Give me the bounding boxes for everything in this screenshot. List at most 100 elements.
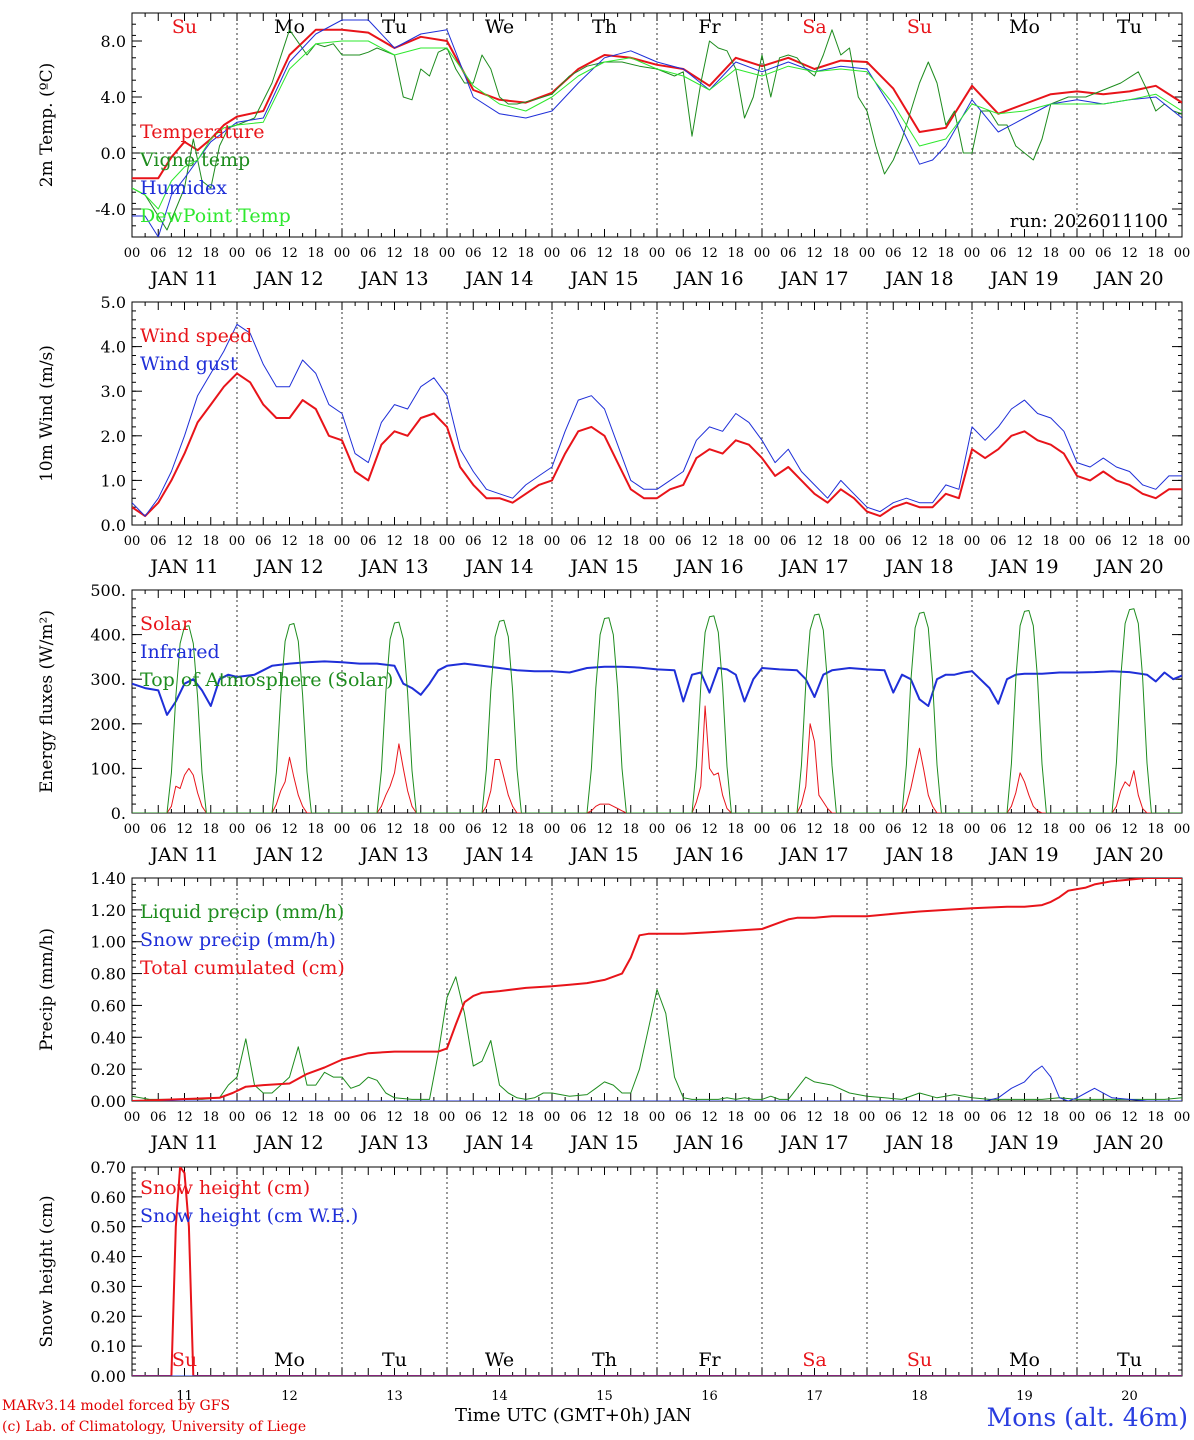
run-label: run: 2026011100 (1010, 211, 1168, 232)
hour-tick-label: 06 (570, 1110, 587, 1125)
hour-tick-label: 18 (937, 822, 954, 837)
hour-tick-label: 12 (281, 822, 298, 837)
y-tick-label: 1.40 (90, 869, 126, 888)
panel-4: 0.00 0.20 0.40 0.60 0.80 1.00 1.20 1.40 Precip (… (37, 869, 1190, 1154)
hour-tick-label: 06 (675, 1110, 692, 1125)
hour-tick-label: 00 (1069, 534, 1086, 549)
day-name-label: We (485, 1349, 514, 1371)
hour-tick-label: 00 (124, 534, 141, 549)
date-label: JAN 12 (253, 556, 323, 578)
series-line-total-cumulated-cm (132, 878, 1182, 1101)
hour-tick-label: 12 (281, 1110, 298, 1125)
day-name-label: Mo (274, 1349, 305, 1371)
hour-tick-label: 06 (990, 822, 1007, 837)
y-tick-label: 0.0 (101, 516, 126, 535)
series-line-wind-speed (132, 372, 1182, 518)
series-line-dewpoint-temp (132, 40, 1182, 210)
hour-tick-label: 18 (517, 1110, 534, 1125)
hour-tick-label: 06 (1095, 534, 1112, 549)
date-label: JAN 14 (463, 844, 533, 866)
hour-tick-label: 12 (701, 246, 718, 261)
hour-tick-label: 18 (622, 246, 639, 261)
hour-tick-label: 00 (1174, 822, 1191, 837)
y-tick-label: -4.0 (95, 200, 126, 219)
day-number-label: 20 (1121, 1389, 1138, 1404)
date-label: JAN 13 (358, 1132, 428, 1154)
hour-tick-label: 06 (780, 1110, 797, 1125)
series-line-top-of-atmosphere-solar (132, 608, 1182, 813)
y-tick-label: 5.0 (101, 293, 126, 312)
legend-entry: Snow height (cm W.E.) (140, 1205, 358, 1227)
day-name-label: Su (172, 1349, 197, 1371)
hour-tick-label: 00 (1174, 246, 1191, 261)
hour-tick-label: 06 (465, 534, 482, 549)
hour-tick-label: 18 (1042, 1110, 1059, 1125)
date-label: JAN 17 (778, 1132, 848, 1154)
day-name-label: Fr (698, 1349, 721, 1371)
hour-tick-label: 18 (517, 534, 534, 549)
date-label: JAN 15 (568, 556, 638, 578)
series-line-humidex (132, 19, 1182, 237)
hour-tick-label: 18 (202, 246, 219, 261)
hour-tick-label: 00 (964, 1110, 981, 1125)
y-tick-label: 0.30 (90, 1277, 126, 1296)
y-tick-label: 1.00 (90, 933, 126, 952)
y-tick-label: 0.40 (90, 1028, 126, 1047)
hour-tick-label: 18 (1042, 822, 1059, 837)
hour-tick-label: 12 (1016, 822, 1033, 837)
hour-tick-label: 06 (255, 534, 272, 549)
y-tick-label: 4.0 (101, 88, 126, 107)
hour-tick-label: 12 (1016, 534, 1033, 549)
hour-tick-label: 18 (832, 534, 849, 549)
hour-tick-label: 12 (176, 246, 193, 261)
date-label: JAN 11 (148, 268, 218, 290)
hour-tick-label: 00 (229, 1110, 246, 1125)
hour-tick-label: 18 (1042, 246, 1059, 261)
legend-entry: Snow precip (mm/h) (140, 929, 336, 951)
y-axis-title: 10m Wind (m/s) (37, 345, 57, 482)
legend-entry: Humidex (140, 177, 227, 199)
day-name-label: Tu (1117, 16, 1142, 38)
hour-tick-label: 18 (937, 246, 954, 261)
y-tick-label: 0.80 (90, 965, 126, 984)
date-label: JAN 18 (883, 1132, 953, 1154)
series-line-snow-height-cm (132, 1167, 1182, 1376)
series-line-temperature (132, 28, 1182, 180)
hour-tick-label: 18 (307, 246, 324, 261)
hour-tick-label: 00 (1174, 1110, 1191, 1125)
hour-tick-label: 12 (911, 246, 928, 261)
y-tick-label: 1.0 (101, 471, 126, 490)
hour-tick-label: 06 (675, 246, 692, 261)
hour-tick-label: 00 (544, 1110, 561, 1125)
hour-tick-label: 18 (412, 246, 429, 261)
hour-tick-label: 12 (806, 534, 823, 549)
y-tick-label: 0.60 (90, 996, 126, 1015)
panel-2: 0.0 1.0 2.0 3.0 4.0 5.0 10m Wind (m/s) 00 06 12 18… (37, 293, 1190, 578)
day-name-label: Mo (1009, 16, 1040, 38)
hour-tick-label: 12 (1121, 246, 1138, 261)
date-label: JAN 17 (778, 844, 848, 866)
y-tick-label: 1.20 (90, 901, 126, 920)
hour-tick-label: 06 (885, 534, 902, 549)
hour-tick-label: 00 (859, 246, 876, 261)
hour-tick-label: 06 (150, 246, 167, 261)
y-tick-label: 300. (90, 670, 126, 689)
credit-model: MARv3.14 model forced by GFS (2, 1398, 231, 1414)
hour-tick-label: 18 (412, 1110, 429, 1125)
legend-entry: Wind gust (140, 353, 238, 375)
y-tick-label: 0. (111, 804, 126, 823)
y-tick-label: 4.0 (101, 338, 126, 357)
hour-tick-label: 12 (491, 246, 508, 261)
hour-tick-label: 18 (727, 246, 744, 261)
y-tick-label: 400. (90, 626, 126, 645)
hour-tick-label: 18 (202, 822, 219, 837)
y-tick-label: 0.60 (90, 1188, 126, 1207)
hour-tick-label: 06 (990, 1110, 1007, 1125)
day-name-label: We (485, 16, 514, 38)
date-label: JAN 18 (883, 556, 953, 578)
day-name-label: Tu (1117, 1349, 1142, 1371)
y-tick-label: 0.20 (90, 1060, 126, 1079)
y-tick-label: 200. (90, 715, 126, 734)
y-tick-label: 0.50 (90, 1218, 126, 1237)
hour-tick-label: 06 (255, 1110, 272, 1125)
